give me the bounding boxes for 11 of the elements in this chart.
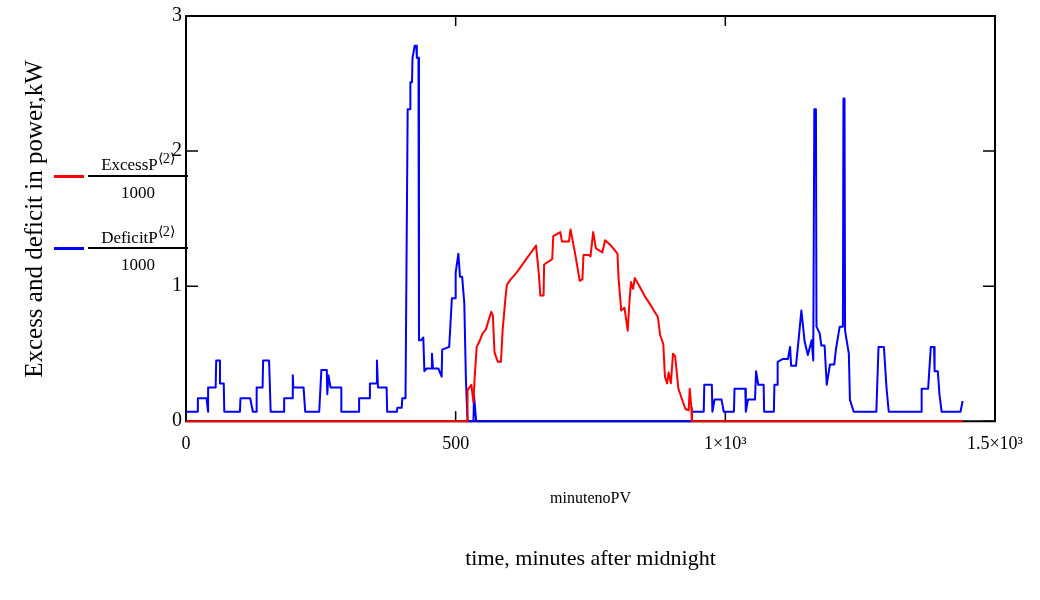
y-tick-label: 3 [172, 3, 182, 26]
y-tick-label: 1 [172, 273, 182, 296]
x-tick-label: 500 [442, 432, 470, 453]
x-axis-title: minutenoPV [550, 488, 632, 506]
y-tick-label: 0 [172, 408, 182, 431]
legend-label: ExcessP$^{⟨2⟩}$ 1000 [100, 150, 175, 203]
x-tick-label: 1.5×10³ [966, 432, 1024, 453]
legend-label: DeficitP$^{⟨2⟩}$ 1000 [100, 222, 176, 276]
x-tick-label: 1×10³ [704, 432, 748, 453]
text: time, minutes after midnight [465, 545, 716, 571]
y-axis-title: Excess and deficit in power,kW [20, 59, 48, 378]
